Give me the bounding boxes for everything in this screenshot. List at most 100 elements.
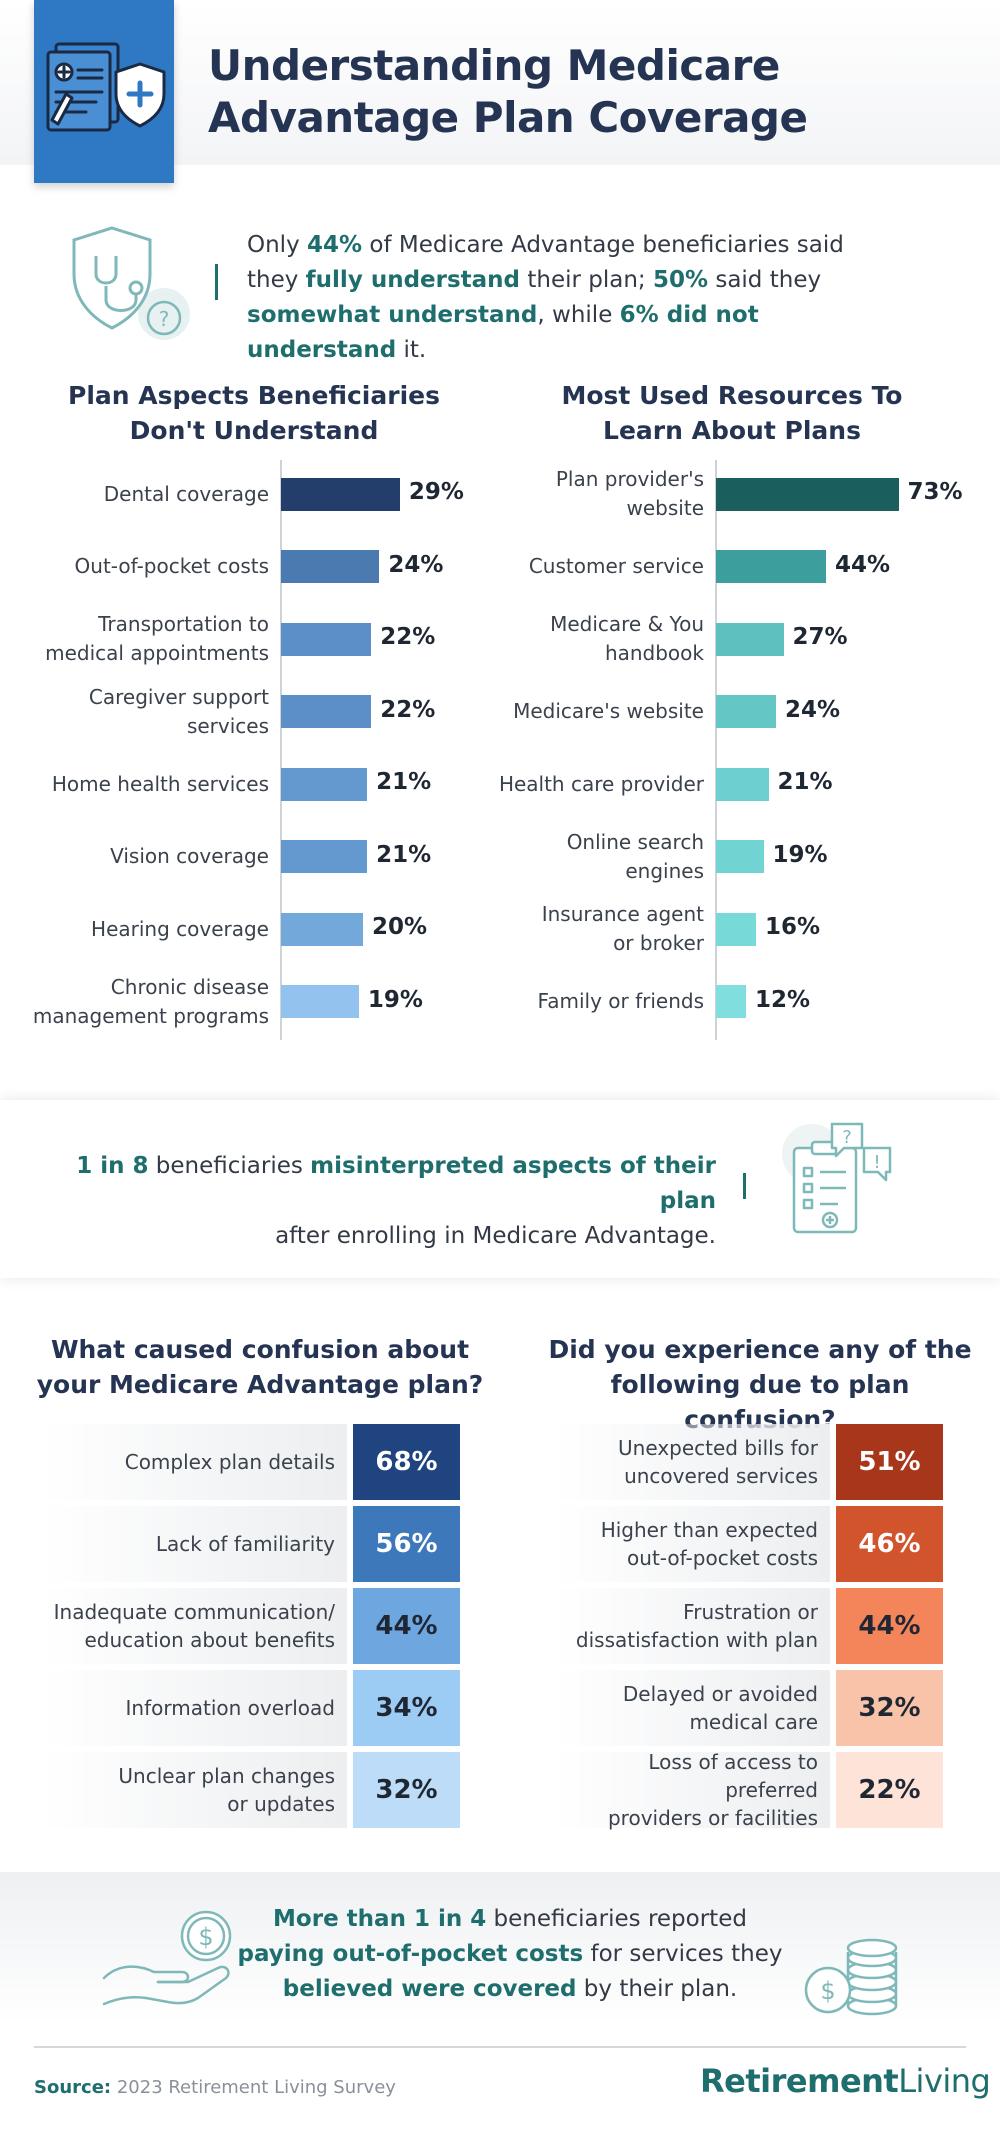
- table-row-label: Unexpected bills for uncovered services: [552, 1424, 830, 1500]
- bar-value-label: 22%: [380, 624, 436, 650]
- table-row-label-line: Loss of access to preferred: [648, 1750, 818, 1802]
- intro-highlight: 6% did not understand: [247, 302, 759, 363]
- bar-category-label: Home health services: [0, 770, 269, 799]
- bar-category-label: Vision coverage: [0, 842, 269, 871]
- table-value-cell: 34%: [353, 1670, 460, 1746]
- bottom-highlight: believed were covered: [282, 1976, 577, 2002]
- table-row-label-line: providers or facilities: [607, 1806, 818, 1830]
- bar-value-label: 19%: [772, 841, 828, 868]
- svg-text:$: $: [198, 1923, 213, 1951]
- table-row-label-text: Inadequate communication/education about…: [54, 1598, 335, 1654]
- bar-category-label: Medicare's website: [454, 697, 704, 726]
- table-row-label-line: education about benefits: [84, 1628, 336, 1652]
- bar-value-label: 12%: [755, 986, 811, 1013]
- table-value-cell: 44%: [836, 1588, 943, 1664]
- table-row-label-line: or updates: [227, 1792, 335, 1816]
- intro-text: it.: [396, 337, 427, 363]
- bar-value-label: 20%: [372, 914, 428, 940]
- table-row-label: Lack of familiarity: [40, 1506, 347, 1582]
- callout-line-1: 1 in 8 beneficiaries misinterpreted aspe…: [40, 1149, 716, 1219]
- bar-value-label: 24%: [388, 551, 444, 578]
- callout-text: beneficiaries: [148, 1153, 311, 1179]
- table-row-label: Delayed or avoided medical care: [552, 1670, 830, 1746]
- bar-category-label: Transportation to medical appointments: [0, 610, 269, 668]
- bar: [281, 622, 372, 656]
- bar-category-label: Hearing coverage: [0, 915, 269, 944]
- intro-text: , while: [537, 302, 620, 328]
- intro-highlight: 50%: [652, 267, 709, 293]
- table-row-label: Higher than expected out-of-pocket costs: [552, 1506, 830, 1582]
- bar: [281, 550, 380, 583]
- table-row-label-text: Higher than expected out-of-pocket costs: [601, 1516, 818, 1572]
- table-row-label-text: Delayed or avoided medical care: [623, 1680, 818, 1736]
- bar-category-label-line: Vision coverage: [110, 844, 269, 868]
- table-row-label-line: Delayed or avoided: [622, 1682, 818, 1706]
- bar-category-label-line: services: [186, 713, 269, 738]
- bar-category-label-line: Out-of-pocket costs: [74, 554, 269, 578]
- bar-category-label-line: medical appointments: [45, 641, 269, 665]
- table-row-label-text: Frustration or dissatisfaction with plan: [576, 1598, 818, 1654]
- bar: [281, 840, 368, 873]
- intro-accent-bar: [215, 264, 218, 300]
- page-title-line-1: Understanding Medicare: [208, 41, 780, 90]
- bar: [281, 912, 363, 946]
- table-row-label-line: Higher than expected: [600, 1518, 818, 1542]
- table-row-label-line: Inadequate communication/: [53, 1600, 335, 1624]
- bottom-line-2: paying out-of-pocket costs for services …: [230, 1937, 790, 1972]
- table-row-label-line: medical care: [689, 1710, 818, 1734]
- bar-category-label-line: Hearing coverage: [91, 916, 269, 941]
- table-title-confusion-causes: What caused confusion about your Medicar…: [36, 1335, 484, 1399]
- bottom-highlight: paying out-of-pocket costs: [237, 1941, 584, 1967]
- header-logo-box: [34, 0, 174, 183]
- bar-category-label-line: engines: [625, 858, 704, 883]
- chart-title-resources: Most Used Resources To Learn About Plans: [561, 381, 903, 445]
- bar-category-label-line: Transportation to: [98, 612, 269, 636]
- bar-category-label: Out-of-pocket costs: [0, 552, 269, 581]
- bar-category-label-line: Medicare's website: [513, 699, 704, 723]
- table-row-label-line: dissatisfaction with plan: [575, 1628, 818, 1652]
- bar: [281, 695, 372, 728]
- bottom-text: for services they: [583, 1941, 783, 1967]
- bar-category-label-line: Online search: [566, 829, 704, 854]
- table-title-confusion-effects: Did you experience any of the following …: [548, 1335, 972, 1434]
- svg-text:?: ?: [842, 1127, 852, 1148]
- bar-category-label-line: Health care provider: [498, 771, 704, 796]
- svg-text:?: ?: [159, 307, 170, 331]
- hand-coin-icon: $: [100, 1900, 260, 2010]
- bottom-text: beneficiaries reported: [486, 1906, 747, 1932]
- bar-category-label-line: Customer service: [528, 554, 704, 578]
- misinterpreted-callout: 1 in 8 beneficiaries misinterpreted aspe…: [40, 1149, 716, 1254]
- bar-category-label-line: Family or friends: [537, 989, 704, 1013]
- bar-category-label: Chronic disease management programs: [0, 973, 269, 1031]
- table-row-label-line: Information overload: [125, 1696, 335, 1720]
- bar-category-label: Insurance agent or broker: [454, 900, 704, 958]
- table-value-cell: 51%: [836, 1424, 943, 1500]
- bar-category-label: Caregiver support services: [0, 683, 269, 741]
- bar-category-label: Family or friends: [454, 987, 704, 1016]
- callout-line-2: after enrolling in Medicare Advantage.: [275, 1223, 716, 1249]
- table-row-label-line: Unexpected bills for: [618, 1436, 818, 1460]
- bar-category-label-line: handbook: [604, 641, 704, 665]
- bar-value-label: 29%: [408, 479, 464, 505]
- table-row-label-text: Lack of familiarity: [156, 1530, 335, 1558]
- intro-text: Only: [247, 232, 307, 258]
- bar-value-label: 73%: [907, 479, 963, 505]
- bottom-line-3: believed were covered by their plan.: [230, 1972, 790, 2007]
- bar: [281, 985, 359, 1018]
- table-row-label: Information overload: [40, 1670, 347, 1746]
- bottom-line-1: More than 1 in 4 beneficiaries reported: [230, 1902, 790, 1937]
- chart-axis: [280, 460, 282, 1040]
- bar: [716, 695, 776, 728]
- bar-category-label-line: Insurance agent: [541, 902, 704, 926]
- intro-highlight: fully understand: [305, 267, 521, 293]
- table-value-cell: 44%: [353, 1588, 460, 1664]
- table-value-cell: 32%: [353, 1752, 460, 1828]
- bar-category-label: Customer service: [454, 552, 704, 581]
- table-value-cell: 68%: [353, 1424, 460, 1500]
- intro-text: of Medicare Advantage beneficiaries said…: [247, 232, 844, 293]
- bar-category-label-line: Dental coverage: [103, 481, 269, 506]
- intro-text: their plan;: [520, 267, 653, 293]
- brand-logo-thin: Living: [898, 2062, 991, 2100]
- bar-value-label: 21%: [376, 769, 432, 795]
- table-row-label-text: Information overload: [126, 1694, 335, 1722]
